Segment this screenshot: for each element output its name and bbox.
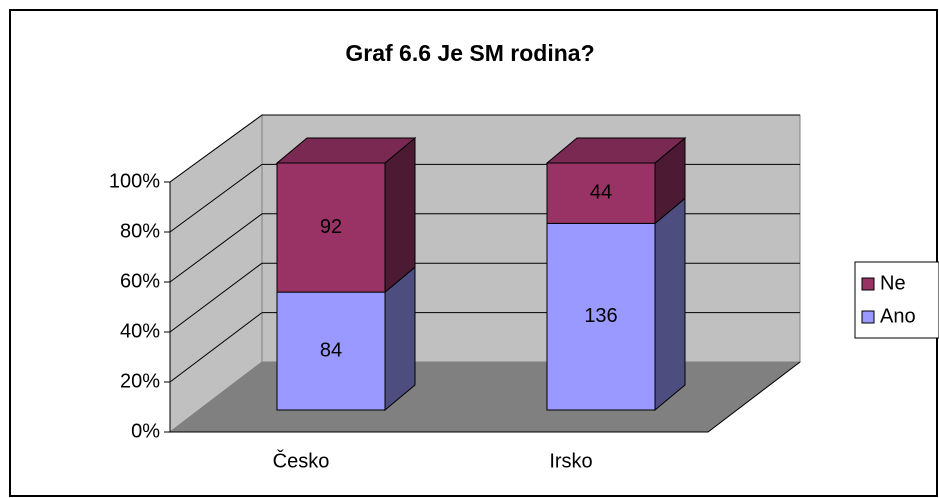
floor — [168, 361, 802, 433]
grid-line — [169, 213, 263, 283]
data-label: 84 — [320, 339, 342, 361]
legend-label: Ano — [880, 305, 916, 327]
bar — [546, 162, 656, 224]
data-label: 92 — [320, 216, 342, 238]
legend-swatch — [861, 310, 875, 324]
bar-top — [275, 137, 417, 164]
x-tick-label: Česko — [273, 449, 330, 472]
bar-side — [384, 136, 416, 294]
data-label: 44 — [590, 181, 612, 203]
bar — [276, 162, 386, 293]
legend-label: Ne — [880, 272, 906, 294]
grid-line — [169, 163, 263, 233]
grid-line — [169, 312, 263, 383]
grid-line — [169, 114, 263, 183]
y-tick-label: 80% — [120, 220, 160, 242]
legend-swatch — [861, 277, 875, 291]
bar-side — [654, 197, 686, 412]
y-tick-label: 100% — [109, 170, 160, 192]
y-tick-label: 0% — [131, 420, 160, 442]
floor-edge — [707, 361, 801, 433]
bar-top — [545, 137, 687, 164]
data-label: 136 — [584, 305, 617, 327]
x-tick-label: Irsko — [549, 450, 592, 472]
chart-title: Graf 6.6 Je SM rodina? — [345, 40, 594, 66]
y-tick-label: 40% — [120, 320, 160, 342]
y-tick-label: 20% — [120, 370, 160, 392]
grid-line — [169, 262, 263, 333]
legend — [854, 261, 939, 339]
y-tick-label: 60% — [120, 270, 160, 292]
